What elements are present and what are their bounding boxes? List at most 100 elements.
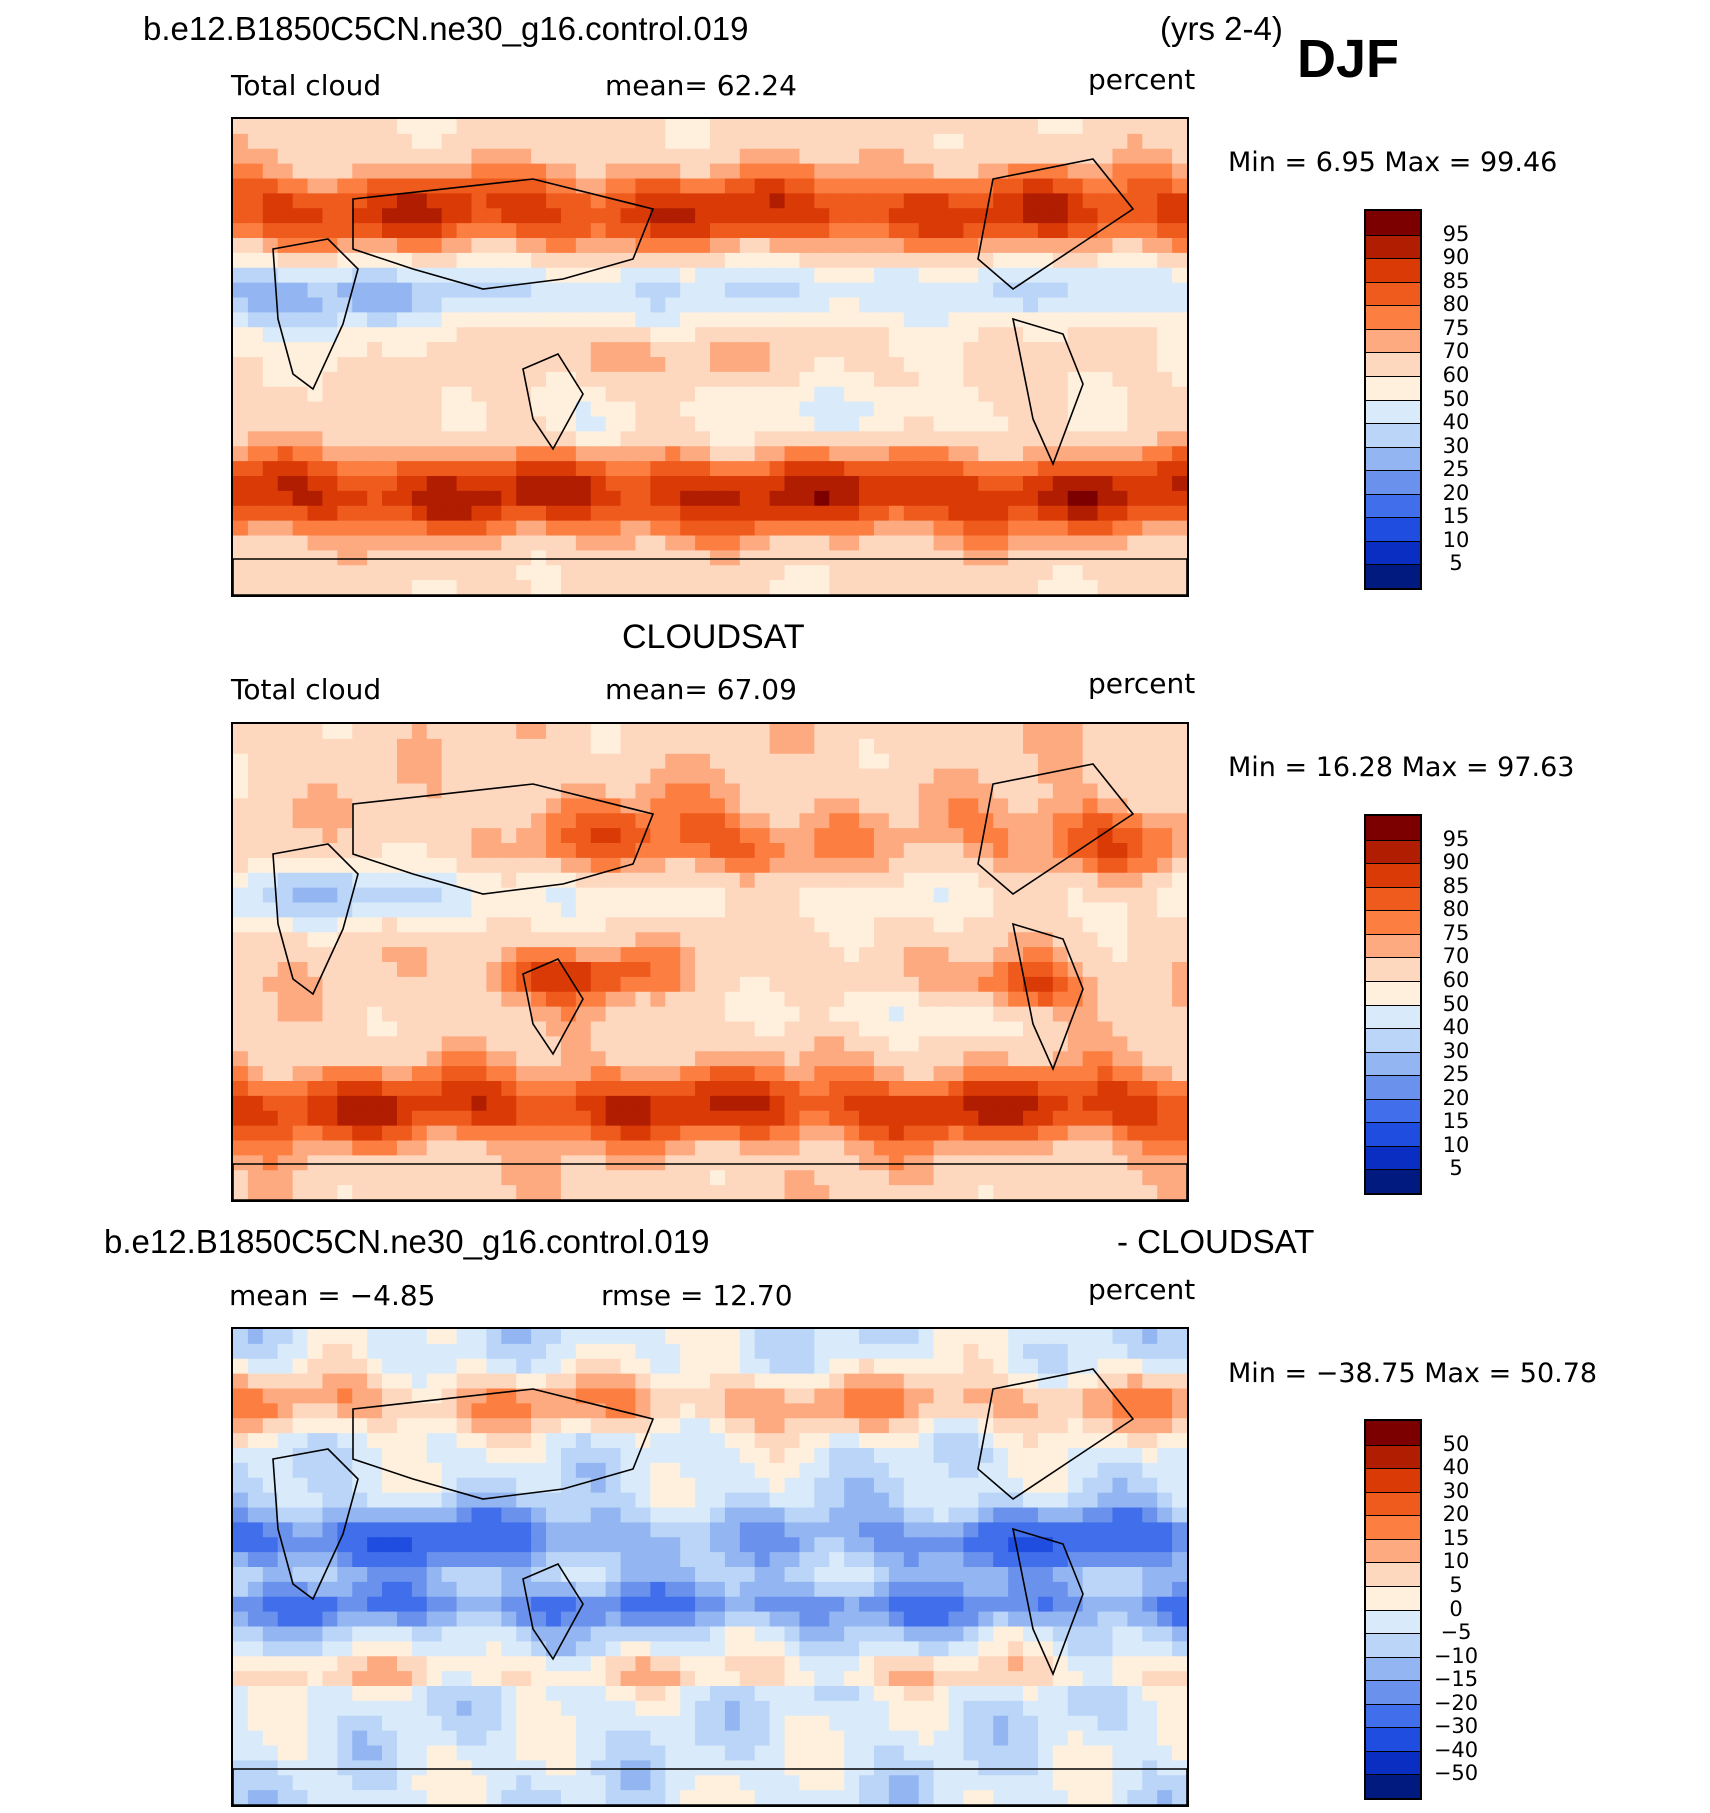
map-cell: [769, 327, 786, 343]
map-cell: [829, 783, 845, 799]
map-cell: [799, 386, 815, 403]
map-cell: [1142, 297, 1158, 313]
map-cell: [531, 1155, 547, 1171]
map-cell: [590, 1006, 607, 1023]
map-cell: [546, 1492, 562, 1509]
map-cell: [1008, 1021, 1024, 1037]
map-cell: [382, 520, 398, 537]
map-cell: [1127, 297, 1143, 313]
map-cell: [844, 887, 860, 904]
map-cell: [665, 580, 681, 595]
map-cell: [739, 163, 756, 180]
map-cell: [262, 1021, 279, 1037]
map-cell: [352, 1140, 368, 1156]
map-cell: [873, 1433, 890, 1449]
map-cell: [933, 962, 950, 978]
map-cell: [1052, 148, 1069, 165]
map-cell: [1097, 1170, 1114, 1186]
map-cell: [396, 1448, 413, 1464]
map-cell: [531, 208, 547, 224]
map-cell: [1097, 947, 1114, 963]
map-cell: [903, 252, 920, 269]
map-cell: [441, 252, 458, 269]
map-cell: [724, 1036, 741, 1052]
map-cell: [665, 1066, 681, 1082]
map-cell: [799, 1373, 815, 1390]
map-cell: [844, 783, 860, 799]
map-cell: [948, 282, 965, 299]
map-cell: [1157, 386, 1173, 403]
map-cell: [1112, 1373, 1128, 1390]
map-cell: [1037, 386, 1054, 403]
map-cell: [575, 238, 592, 254]
map-cell: [903, 520, 920, 537]
map-cell: [396, 401, 413, 418]
map-cell: [396, 724, 413, 740]
map-cell: [307, 1021, 324, 1037]
map-cell: [575, 887, 592, 904]
map-cell: [829, 828, 845, 844]
map-cell: [859, 1051, 875, 1067]
map-cell: [486, 1433, 502, 1449]
map-cell: [873, 724, 890, 740]
map-cell: [605, 1081, 622, 1097]
map-cell: [948, 1418, 965, 1434]
map-cell: [590, 1170, 607, 1186]
map-cell: [754, 148, 771, 165]
map-cell: [665, 1125, 681, 1142]
map-cell: [605, 1125, 622, 1142]
map-cell: [754, 1140, 771, 1156]
map-cell: [859, 1110, 875, 1127]
map-cell: [933, 327, 950, 343]
map-cell: [605, 1036, 622, 1052]
map-cell: [560, 1462, 577, 1479]
map-cell: [1097, 282, 1114, 299]
map-cell: [1112, 252, 1128, 269]
map-cell: [486, 843, 502, 859]
map-cell: [1112, 1388, 1128, 1404]
map-cell: [322, 1110, 338, 1127]
map-cell: [665, 1507, 681, 1523]
map-cell: [814, 1492, 830, 1509]
map-cell: [799, 461, 815, 477]
map-cell: [292, 580, 309, 595]
map-cell: [337, 327, 353, 343]
map-cell: [1157, 872, 1173, 889]
map-cell: [501, 550, 517, 566]
map-cell: [516, 476, 532, 492]
map-cell: [754, 857, 771, 874]
panel1-map: [231, 117, 1189, 597]
map-cell: [665, 1358, 681, 1375]
map-cell: [873, 446, 890, 462]
map-cell: [411, 976, 428, 993]
map-cell: [1097, 917, 1114, 933]
map-cell: [1037, 843, 1054, 859]
map-cell: [441, 1185, 458, 1200]
map-cell: [1142, 1095, 1158, 1112]
map-cell: [665, 1329, 681, 1345]
map-cell: [799, 565, 815, 581]
map-cell: [903, 813, 920, 829]
map-cell: [277, 1095, 294, 1112]
map-cell: [710, 724, 726, 740]
map-cell: [337, 1066, 353, 1082]
map-cell: [1082, 976, 1099, 993]
map-cell: [367, 1021, 383, 1037]
map-cell: [784, 947, 801, 963]
map-cell: [739, 1081, 756, 1097]
map-cell: [724, 297, 741, 313]
map-cell: [948, 1125, 965, 1142]
map-cell: [262, 976, 279, 993]
map-cell: [635, 724, 651, 740]
map-cell: [873, 932, 890, 948]
map-cell: [322, 1051, 338, 1067]
map-cell: [441, 902, 458, 918]
map-cell: [486, 133, 502, 150]
map-cell: [1097, 297, 1114, 313]
map-cell: [933, 783, 950, 799]
map-cell: [531, 902, 547, 918]
map-cell: [1037, 1170, 1054, 1186]
map-cell: [411, 1140, 428, 1156]
map-cell: [873, 1343, 890, 1360]
map-cell: [560, 1373, 577, 1390]
